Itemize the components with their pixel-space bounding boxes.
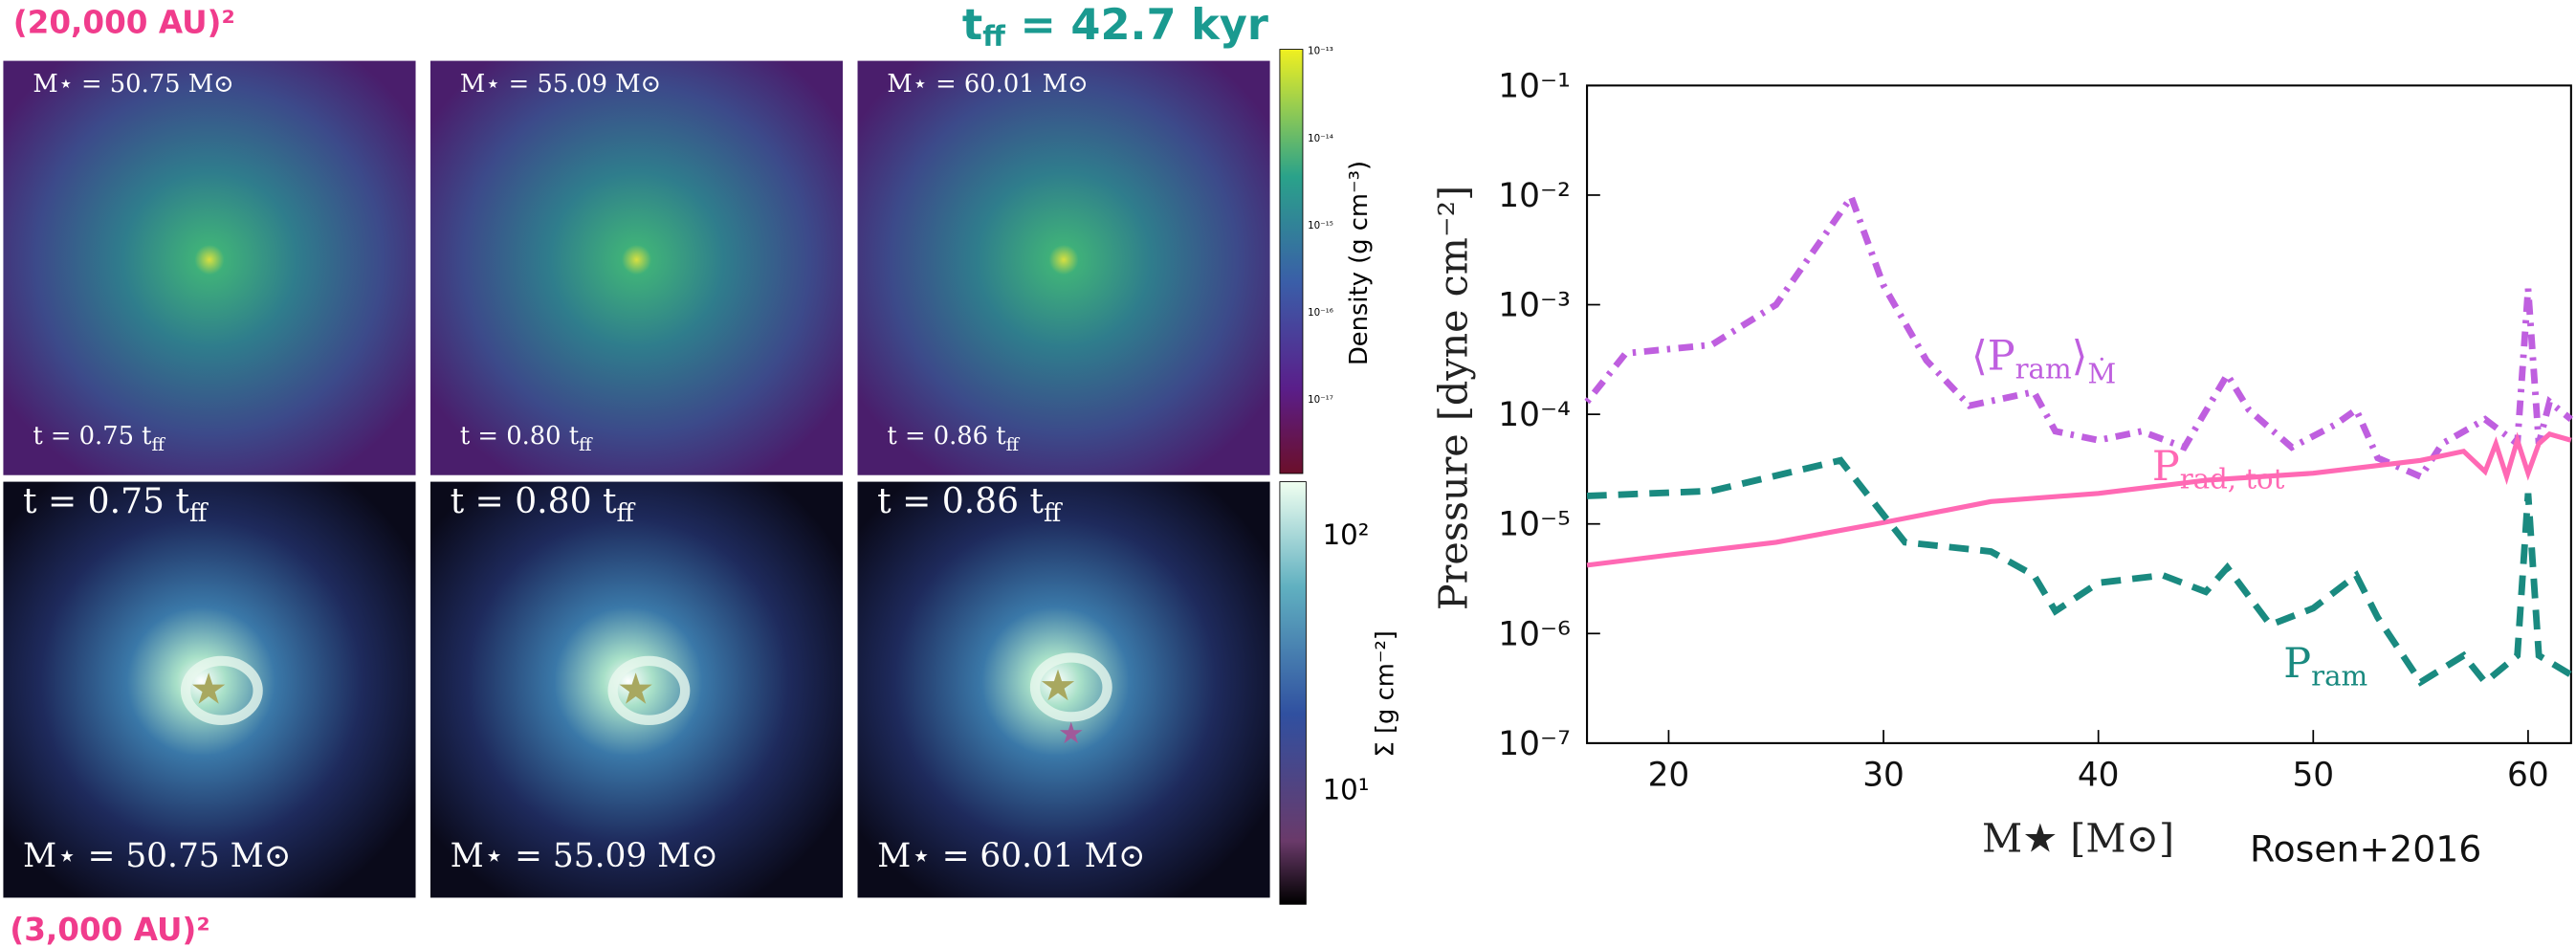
series-name-end: ⟩ xyxy=(2072,333,2088,381)
star: ★ xyxy=(189,665,228,715)
y-tick-label: 10⁻¹ xyxy=(1498,67,1571,105)
x-axis-label: M★ [M⊙] xyxy=(1982,815,2174,861)
time-label: t = 0.80 tff xyxy=(460,422,593,455)
colorbar-label: Density (g cm⁻³) xyxy=(1345,161,1374,365)
colorbar-tick-label: 10¹ xyxy=(1323,773,1370,805)
time-sub: ff xyxy=(189,499,209,528)
colorbar-tick-label: 10⁻¹⁴ xyxy=(1308,133,1333,144)
time-sub: ff xyxy=(1044,499,1063,528)
star: ★ xyxy=(1039,661,1077,711)
y-axis-label: Pressure [dyne cm⁻²] xyxy=(1431,186,1477,610)
time-text: t = 0.75 t xyxy=(33,422,152,451)
colorbar xyxy=(1280,482,1306,905)
time-text: t = 0.86 t xyxy=(877,481,1044,521)
colorbar-tick-label: 10⁻¹⁶ xyxy=(1308,307,1333,319)
density-image xyxy=(3,61,415,475)
series-name-end-sub: Ṁ xyxy=(2087,356,2116,389)
figure: ★M⋆ = 50.75 M⊙t = 0.75 tfft = 0.75 tffM⋆… xyxy=(0,0,2576,947)
density-image xyxy=(858,61,1270,475)
mass-label: M⋆ = 50.75 M⊙ xyxy=(33,70,233,99)
y-tick-label: 10⁻⁴ xyxy=(1498,396,1571,434)
time-text: t = 0.80 t xyxy=(451,481,617,521)
x-tick-label: 60 xyxy=(2507,757,2549,795)
x-tick-label: 40 xyxy=(2078,757,2120,795)
y-tick-label: 10⁻² xyxy=(1498,177,1571,215)
ff-sub: ff xyxy=(982,20,1005,53)
x-tick-label: 50 xyxy=(2292,757,2334,795)
mass-label: M⋆ = 55.09 M⊙ xyxy=(451,837,718,875)
page: {"panels":{ "top_scale":"(20,000 AU)²", … xyxy=(0,0,2576,947)
star: ★ xyxy=(1058,716,1085,751)
time-text: t = 0.86 t xyxy=(887,422,1006,451)
series-line xyxy=(1587,434,2571,565)
time-text: t = 0.80 t xyxy=(460,422,580,451)
source-label: Rosen+2016 xyxy=(2250,828,2481,870)
mass-label: M⋆ = 60.01 M⊙ xyxy=(877,837,1145,875)
series-label: Prad, tot xyxy=(2152,443,2285,496)
time-label: t = 0.86 tff xyxy=(887,422,1020,455)
time-sub: ff xyxy=(579,434,593,455)
series-label: ⟨Pram⟩Ṁ xyxy=(1971,333,2116,390)
time-label: t = 0.80 tff xyxy=(451,481,636,528)
time-sub: ff xyxy=(1006,434,1021,455)
colorbar-tick-label: 10⁻¹⁷ xyxy=(1308,394,1333,406)
free-fall-time: tff = 42.7 kyr xyxy=(962,0,1268,53)
series-label: Pram xyxy=(2283,640,2367,693)
y-tick-label: 10⁻⁶ xyxy=(1498,615,1571,653)
series-name: ⟨P xyxy=(1971,333,2015,381)
density-image xyxy=(430,61,843,475)
time-label: t = 0.75 tff xyxy=(33,422,165,455)
y-tick-label: 10⁻³ xyxy=(1498,287,1571,325)
series-name: P xyxy=(2152,443,2180,491)
time-label: t = 0.86 tff xyxy=(877,481,1063,528)
y-tick-label: 10⁻⁷ xyxy=(1498,725,1571,763)
mass-label: M⋆ = 60.01 M⊙ xyxy=(887,70,1088,99)
colorbar-label: Σ [g cm⁻²] xyxy=(1371,630,1399,757)
time-sub: ff xyxy=(152,434,166,455)
mass-label: M⋆ = 50.75 M⊙ xyxy=(23,837,291,875)
colorbar xyxy=(1280,50,1303,474)
series-name-sub: ram xyxy=(2311,660,2367,693)
mass-label: M⋆ = 55.09 M⊙ xyxy=(460,70,661,99)
scale-label: (20,000 AU)² xyxy=(13,4,235,40)
ff-t: t xyxy=(962,0,982,50)
time-label: t = 0.75 tff xyxy=(23,481,209,528)
time-sub: ff xyxy=(616,499,635,528)
y-tick-label: 10⁻⁵ xyxy=(1498,506,1571,544)
colorbar-tick-label: 10⁻¹⁵ xyxy=(1308,220,1333,231)
star: ★ xyxy=(617,665,655,715)
time-text: t = 0.75 t xyxy=(23,481,189,521)
series-name-sub: ram xyxy=(2015,352,2072,385)
series-name-sub: rad, tot xyxy=(2180,462,2285,495)
colorbar-tick-label: 10² xyxy=(1323,518,1370,551)
series-name: P xyxy=(2283,640,2311,688)
plot-frame xyxy=(1587,85,2571,743)
pressure-chart: 10⁻¹ 10⁻² 10⁻³ 10⁻⁴ 10⁻⁵ 10⁻⁶ 10⁻⁷ 20 30 40 50 60 Pr… xyxy=(1431,67,2571,870)
scale-label: (3,000 AU)² xyxy=(10,912,209,947)
x-tick-label: 20 xyxy=(1648,757,1690,795)
ff-rest: = 42.7 kyr xyxy=(1005,0,1268,50)
x-tick-label: 30 xyxy=(1862,757,1904,795)
colorbar-tick-label: 10⁻¹³ xyxy=(1308,46,1333,57)
